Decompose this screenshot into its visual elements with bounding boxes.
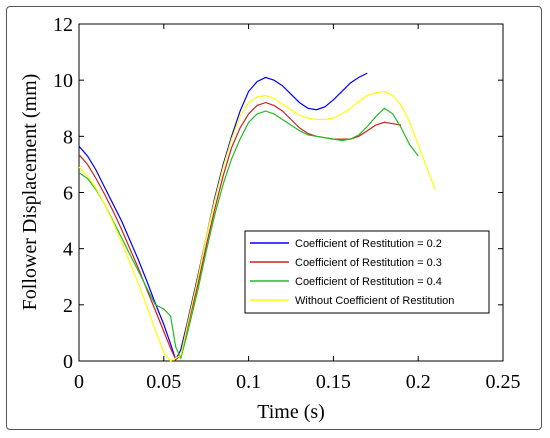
y-tick-label: 10 bbox=[53, 70, 73, 92]
legend-label: Coefficient of Restitution = 0.3 bbox=[295, 257, 442, 269]
y-tick-label: 6 bbox=[63, 183, 73, 205]
y-axis-title: Follower Displacement (mm) bbox=[19, 74, 41, 311]
series-group bbox=[78, 72, 436, 362]
x-tick-label: 0.2 bbox=[406, 371, 431, 393]
legend-label: Coefficient of Restitution = 0.4 bbox=[295, 276, 442, 288]
y-tick-label: 0 bbox=[63, 351, 73, 373]
legend-label: Without Coefficient of Restitution bbox=[295, 295, 454, 307]
axis-ticks: 0 0.05 0.1 0.15 0.2 0.25 0 2 4 6 8 10 12 bbox=[53, 14, 521, 393]
legend: Coefficient of Restitution = 0.2 Coeffici… bbox=[244, 230, 490, 314]
y-tick-label: 4 bbox=[63, 239, 73, 261]
x-tick-label: 0.25 bbox=[486, 371, 521, 393]
legend-label: Coefficient of Restitution = 0.2 bbox=[295, 238, 442, 250]
y-tick-label: 2 bbox=[63, 295, 73, 317]
series-line-2 bbox=[78, 101, 402, 361]
x-axis-title: Time (s) bbox=[257, 401, 325, 423]
series-line-1 bbox=[78, 72, 368, 362]
x-tick-label: 0 bbox=[74, 371, 84, 393]
y-tick-label: 12 bbox=[53, 14, 73, 36]
x-tick-label: 0.1 bbox=[236, 371, 261, 393]
x-tick-label: 0.05 bbox=[146, 371, 181, 393]
y-tick-label: 8 bbox=[63, 126, 73, 148]
series-line-4 bbox=[78, 90, 436, 362]
x-tick-label: 0.15 bbox=[316, 371, 351, 393]
series-line-3 bbox=[78, 107, 419, 360]
